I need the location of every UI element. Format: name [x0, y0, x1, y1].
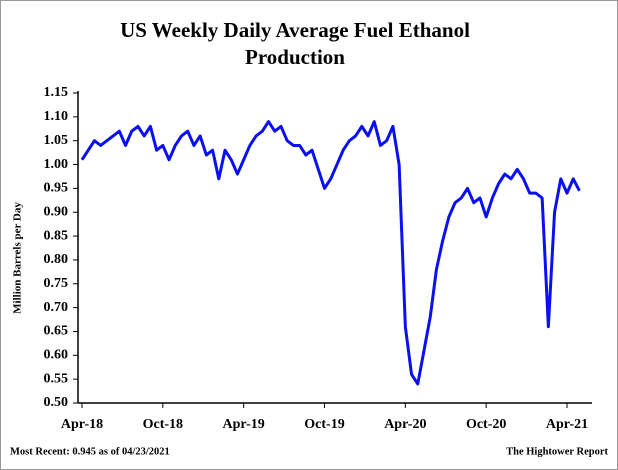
y-tick-label: 0.90	[44, 204, 69, 219]
y-tick-label: 1.15	[44, 85, 69, 100]
y-tick-label: 1.10	[44, 109, 69, 124]
y-tick-label: 0.75	[44, 276, 69, 291]
x-tick-label: Apr-19	[223, 417, 265, 432]
y-tick-label: 0.70	[44, 300, 69, 315]
y-tick-label: 0.55	[44, 371, 69, 386]
title-line: US Weekly Daily Average Fuel Ethanol	[120, 18, 470, 42]
y-tick-label: 0.95	[44, 181, 69, 196]
x-tick-label: Apr-18	[61, 417, 103, 432]
y-tick-label: 0.65	[44, 324, 69, 339]
footer-left: Most Recent: 0.945 as of 04/23/2021	[10, 446, 170, 457]
x-tick-label: Oct-18	[143, 417, 183, 432]
title-line: Production	[245, 45, 345, 69]
x-tick-label: Apr-20	[384, 417, 426, 432]
x-tick-label: Oct-19	[304, 417, 344, 432]
footer-right: The Hightower Report	[506, 446, 608, 457]
x-tick-label: Oct-20	[466, 417, 506, 432]
x-tick-label: Apr-21	[546, 417, 588, 432]
y-tick-label: 1.05	[44, 133, 69, 148]
y-axis-label: Million Barrels per Day	[12, 202, 24, 314]
y-tick-label: 0.85	[44, 228, 69, 243]
y-tick-label: 0.50	[44, 395, 69, 410]
chart-title: US Weekly Daily Average Fuel Ethanol Prod…	[120, 18, 470, 69]
y-tick-label: 1.00	[44, 157, 69, 172]
data-line	[80, 120, 581, 386]
y-tick-label: 0.80	[44, 252, 69, 267]
y-tick-label: 0.60	[44, 348, 69, 363]
